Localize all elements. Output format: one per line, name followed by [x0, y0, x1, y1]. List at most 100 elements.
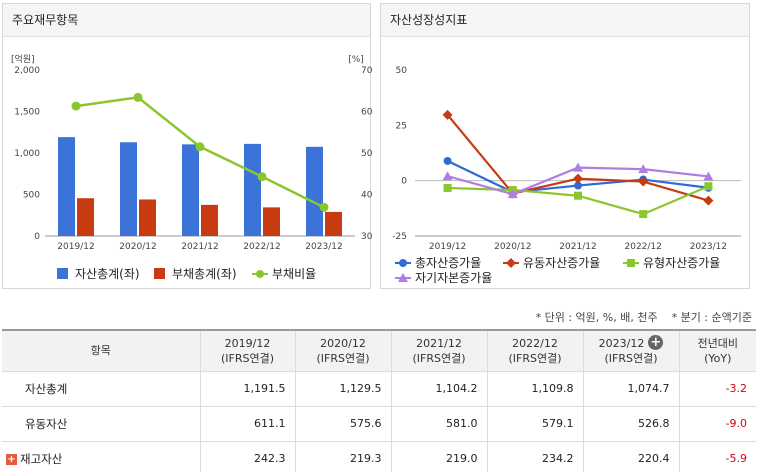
legend-swatch	[154, 268, 165, 279]
series-point-4	[638, 164, 649, 174]
table-cell: 1,109.8	[486, 371, 583, 407]
legend-label: 유동자산증가율	[523, 256, 600, 270]
series-point-3	[574, 191, 582, 200]
table-header-row: 항목 2019/12 (IFRS연결) 2020/12 (IFRS연결) 2021/…	[2, 329, 756, 372]
x-tick-label: 2019/12	[57, 242, 94, 252]
bar-total-assets	[244, 143, 261, 236]
table-cell: 1,129.5	[294, 371, 391, 407]
bar-total-liabilities	[201, 204, 218, 236]
table-cell: 1,104.2	[390, 371, 487, 407]
unit-text: * 단위 : 억원, %, 배, 천주	[535, 311, 658, 324]
right-axis-unit: [%]	[348, 55, 364, 65]
series-point-2	[703, 195, 714, 206]
debt-ratio-point	[257, 172, 267, 182]
y-axis-tick: 25	[396, 121, 407, 131]
x-tick-label: 2021/12	[181, 242, 218, 252]
main-financials-panel: 주요재무항목 [억원] [%] 0 500 1,000 1,500 2,000 30 40 50 6…	[2, 3, 372, 289]
yoy-cell: -9.0	[678, 406, 756, 442]
legend-swatch	[506, 258, 516, 268]
add-column-icon[interactable]: +	[648, 335, 664, 350]
x-tick-label: 2020/12	[119, 242, 156, 252]
legend-swatch	[399, 259, 407, 267]
asset-growth-title: 자산성장성지표	[381, 4, 749, 37]
row-label: 유동자산	[2, 406, 200, 442]
right-axis-tick: 40	[361, 191, 372, 201]
table-cell: 242.3	[199, 441, 295, 472]
table-cell: 579.1	[486, 406, 583, 442]
main-financials-chart: [억원] [%] 0 500 1,000 1,500 2,000 30 40 50 60 70 2019…	[11, 53, 372, 281]
row-label-text: 재고자산	[20, 451, 63, 466]
left-axis-tick: 500	[23, 191, 40, 201]
legend-label: 부채총계(좌)	[172, 267, 237, 281]
table-cell: 1,191.5	[199, 371, 295, 407]
header-yoy: 전년대비 (YoY)	[678, 329, 756, 372]
x-tick-label: 2020/12	[494, 242, 531, 252]
legend-label: 자산총계(좌)	[75, 267, 140, 281]
header-2023: 2023/12 + (IFRS연결)	[582, 329, 679, 372]
asset-growth-panel: 자산성장성지표 -25 0 25 50 2019/12 2020/12 2021/12 202…	[380, 3, 750, 289]
yoy-cell: -3.2	[678, 371, 756, 407]
legend-label: 부채비율	[272, 267, 316, 281]
x-tick-label: 2023/12	[690, 242, 727, 252]
x-tick-label: 2023/12	[305, 242, 342, 252]
table-cell: 234.2	[486, 441, 583, 472]
series-point-4	[573, 162, 583, 172]
table-cell: 219.3	[294, 441, 391, 472]
table-row: + 재고자산 242.3 219.3 219.0 234.2 220.4 -5.9	[2, 441, 756, 472]
y-axis-tick: 50	[396, 66, 408, 76]
left-axis-tick: 0	[34, 232, 40, 242]
header-item: 항목	[2, 329, 200, 372]
left-axis-tick: 2,000	[14, 66, 40, 76]
left-axis-tick: 1,500	[14, 108, 40, 118]
legend-label: 총자산증가율	[415, 256, 481, 270]
debt-ratio-point	[195, 142, 205, 152]
legend-label: 자기자본증가율	[415, 271, 492, 285]
y-axis-tick: -25	[392, 232, 407, 242]
x-tick-label: 2022/12	[243, 242, 280, 252]
expand-plus-icon[interactable]: +	[6, 453, 17, 465]
row-label-expandable[interactable]: + 재고자산	[2, 441, 200, 472]
table-cell: 526.8	[582, 406, 679, 442]
series-point-4	[442, 171, 453, 181]
table-cell: 220.4	[582, 441, 679, 472]
y-axis-tick: 0	[401, 177, 407, 187]
table-row: 자산총계 1,191.5 1,129.5 1,104.2 1,109.8 1,0…	[2, 371, 756, 407]
header-2022: 2022/12 (IFRS연결)	[486, 329, 583, 372]
header-2021: 2021/12 (IFRS연결)	[390, 329, 487, 372]
series-point-4	[703, 171, 714, 181]
table-cell: 219.0	[390, 441, 487, 472]
legend-swatch	[398, 273, 408, 282]
table-row: 유동자산 611.1 575.6 581.0 579.1 526.8 -9.0	[2, 406, 756, 442]
header-2020: 2020/12 (IFRS연결)	[294, 329, 391, 372]
legend-swatch	[57, 268, 68, 279]
series-point-3	[639, 210, 648, 219]
series-point-3	[443, 183, 452, 192]
left-axis-unit: [억원]	[11, 53, 35, 65]
bar-total-assets	[182, 144, 199, 236]
bar-total-assets	[58, 137, 75, 236]
main-financials-title: 주요재무항목	[3, 4, 370, 37]
series-line-3	[447, 185, 709, 216]
financial-table: 항목 2019/12 (IFRS연결) 2020/12 (IFRS연결) 2021/…	[2, 329, 756, 472]
x-tick-label: 2021/12	[559, 242, 596, 252]
debt-ratio-point	[319, 202, 329, 212]
table-cell: 581.0	[390, 406, 487, 442]
series-point-2	[638, 176, 649, 187]
right-axis-tick: 70	[361, 66, 372, 76]
asset-growth-chart: -25 0 25 50 2019/12 2020/12 2021/12 2022/12 2023…	[392, 66, 741, 285]
debt-ratio-point	[71, 101, 81, 111]
debt-ratio-point	[133, 92, 143, 102]
x-tick-label: 2022/12	[625, 242, 662, 252]
series-point-4	[507, 189, 518, 199]
period-text: * 분기 : 순액기준	[671, 311, 752, 324]
unit-note: * 단위 : 억원, %, 배, 천주 * 분기 : 순액기준	[536, 309, 752, 325]
table-cell: 611.1	[199, 406, 295, 442]
row-label: 자산총계	[2, 371, 200, 407]
bar-total-liabilities	[77, 198, 94, 236]
legend-swatch	[256, 270, 264, 278]
x-tick-label: 2019/12	[429, 242, 466, 252]
series-point-1	[443, 156, 452, 165]
series-point-3	[704, 182, 713, 191]
bar-total-liabilities	[263, 207, 280, 236]
bar-total-assets	[306, 146, 323, 236]
